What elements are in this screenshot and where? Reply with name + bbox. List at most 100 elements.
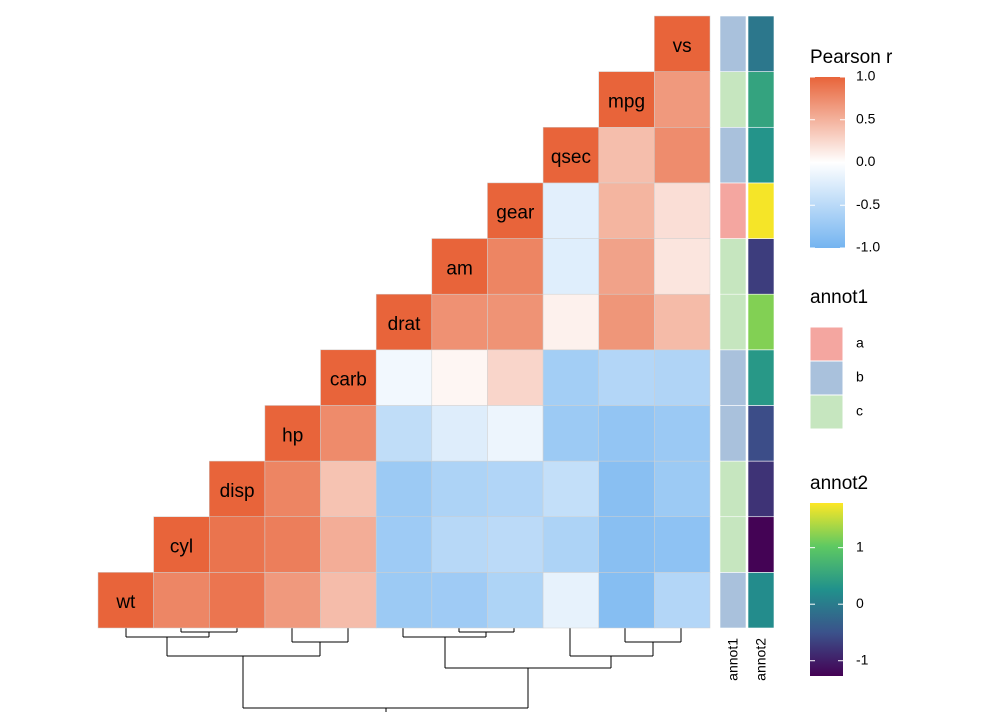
heatmap-cell xyxy=(654,15,711,72)
variable-label: wt xyxy=(115,592,136,613)
heatmap-cell xyxy=(598,405,655,462)
heatmap-cell xyxy=(431,460,488,517)
heatmap-cell xyxy=(487,238,544,295)
heatmap-cell xyxy=(209,572,266,629)
legend-title: annot2 xyxy=(810,473,868,494)
annot1-cell xyxy=(719,182,747,239)
heatmap-cell xyxy=(209,516,266,573)
variable-label: disp xyxy=(220,481,255,502)
annot2-cell xyxy=(747,126,775,184)
variable-label: cyl xyxy=(170,537,193,558)
annot2-cell xyxy=(747,572,775,629)
heatmap-cell xyxy=(153,572,210,629)
colorbar-tick-label: -1 xyxy=(856,651,869,667)
annot2-cell xyxy=(747,460,775,518)
legend-label: a xyxy=(856,335,864,351)
annot2-cell xyxy=(747,293,775,351)
annot1-cell xyxy=(719,126,747,184)
heatmap-cell xyxy=(487,349,544,406)
heatmap-cell xyxy=(264,572,321,629)
annot2-cell xyxy=(747,182,775,239)
variable-label: hp xyxy=(282,425,303,446)
variable-label: vs xyxy=(673,36,692,57)
heatmap-cell xyxy=(598,238,655,295)
heatmap-cell xyxy=(598,71,655,128)
annot2-cell xyxy=(747,15,775,72)
colorbar-tick-label: -1.0 xyxy=(856,239,880,255)
annot-label: annot2 xyxy=(753,638,769,681)
heatmap-cell xyxy=(431,405,488,462)
variable-label: gear xyxy=(496,203,535,224)
heatmap-cell xyxy=(598,460,655,517)
heatmap-cell xyxy=(431,516,488,573)
heatmap-cell xyxy=(654,460,711,517)
heatmap-cell xyxy=(431,293,488,351)
colorbar xyxy=(810,77,845,248)
heatmap-cell xyxy=(320,349,377,406)
heatmap-cell xyxy=(542,572,599,629)
annot2-cell xyxy=(747,238,775,295)
colorbar-tick-label: 1.0 xyxy=(856,68,876,84)
heatmap-cell xyxy=(375,572,433,629)
variable-label: qsec xyxy=(551,147,591,168)
colorbar-tick-label: 0.0 xyxy=(856,153,876,169)
heatmap-cell xyxy=(542,460,599,517)
heatmap-cell xyxy=(264,405,321,462)
colorbar-tick-label: 1 xyxy=(856,538,864,554)
heatmap-cell xyxy=(542,293,599,351)
heatmap-cell xyxy=(375,460,433,517)
heatmap-cell xyxy=(654,293,711,351)
legend-swatch xyxy=(809,326,844,362)
heatmap-cell xyxy=(654,127,711,184)
heatmap-cell xyxy=(320,516,377,573)
heatmap-cell xyxy=(654,349,711,406)
heatmap-cell xyxy=(209,460,266,517)
legend-label: b xyxy=(856,369,864,385)
heatmap-cell xyxy=(654,405,711,462)
heatmap-cell xyxy=(654,182,711,239)
heatmap-cell xyxy=(487,516,544,573)
annot1-cell xyxy=(719,15,747,72)
heatmap-cell xyxy=(431,572,488,629)
heatmap-cell xyxy=(487,405,544,462)
legend-swatch xyxy=(809,394,844,430)
variable-label: drat xyxy=(388,314,421,335)
heatmap-cell xyxy=(375,349,433,406)
legend-title: annot1 xyxy=(810,287,868,308)
variable-label: am xyxy=(446,258,472,279)
annot1-cell xyxy=(719,71,747,128)
heatmap-cell xyxy=(598,516,655,573)
colorbar xyxy=(810,503,843,676)
legend-title: Pearson r xyxy=(810,47,893,68)
annot2-cell xyxy=(747,405,775,462)
annot-label: annot1 xyxy=(725,638,741,681)
heatmap-cell xyxy=(654,71,711,128)
heatmap-cell xyxy=(598,293,655,351)
annot1-cell xyxy=(719,460,747,518)
heatmap-cell xyxy=(542,516,599,573)
heatmap-cell xyxy=(320,572,377,629)
heatmap-cell xyxy=(654,238,711,295)
heatmap-cell xyxy=(487,572,544,629)
heatmap-cell xyxy=(264,516,321,573)
annot1-cell xyxy=(719,516,747,573)
heatmap-cell xyxy=(598,572,655,629)
annot2-cell xyxy=(747,71,775,128)
heatmap-cell xyxy=(487,293,544,351)
heatmap-cell xyxy=(654,516,711,573)
heatmap-cell xyxy=(542,405,599,462)
heatmap-cell xyxy=(598,182,655,239)
heatmap-cell xyxy=(431,238,488,295)
heatmap-cell xyxy=(375,405,433,462)
heatmap-cell xyxy=(542,127,599,184)
heatmap-cell xyxy=(97,572,154,629)
heatmap-cell xyxy=(598,349,655,406)
colorbar-tick-label: 0 xyxy=(856,595,864,611)
heatmap-cell xyxy=(487,460,544,517)
dendrogram xyxy=(125,628,682,712)
annot1-cell xyxy=(719,293,747,351)
heatmap-cell xyxy=(542,238,599,295)
heatmap-cell xyxy=(654,572,711,629)
heatmap-cell xyxy=(598,127,655,184)
